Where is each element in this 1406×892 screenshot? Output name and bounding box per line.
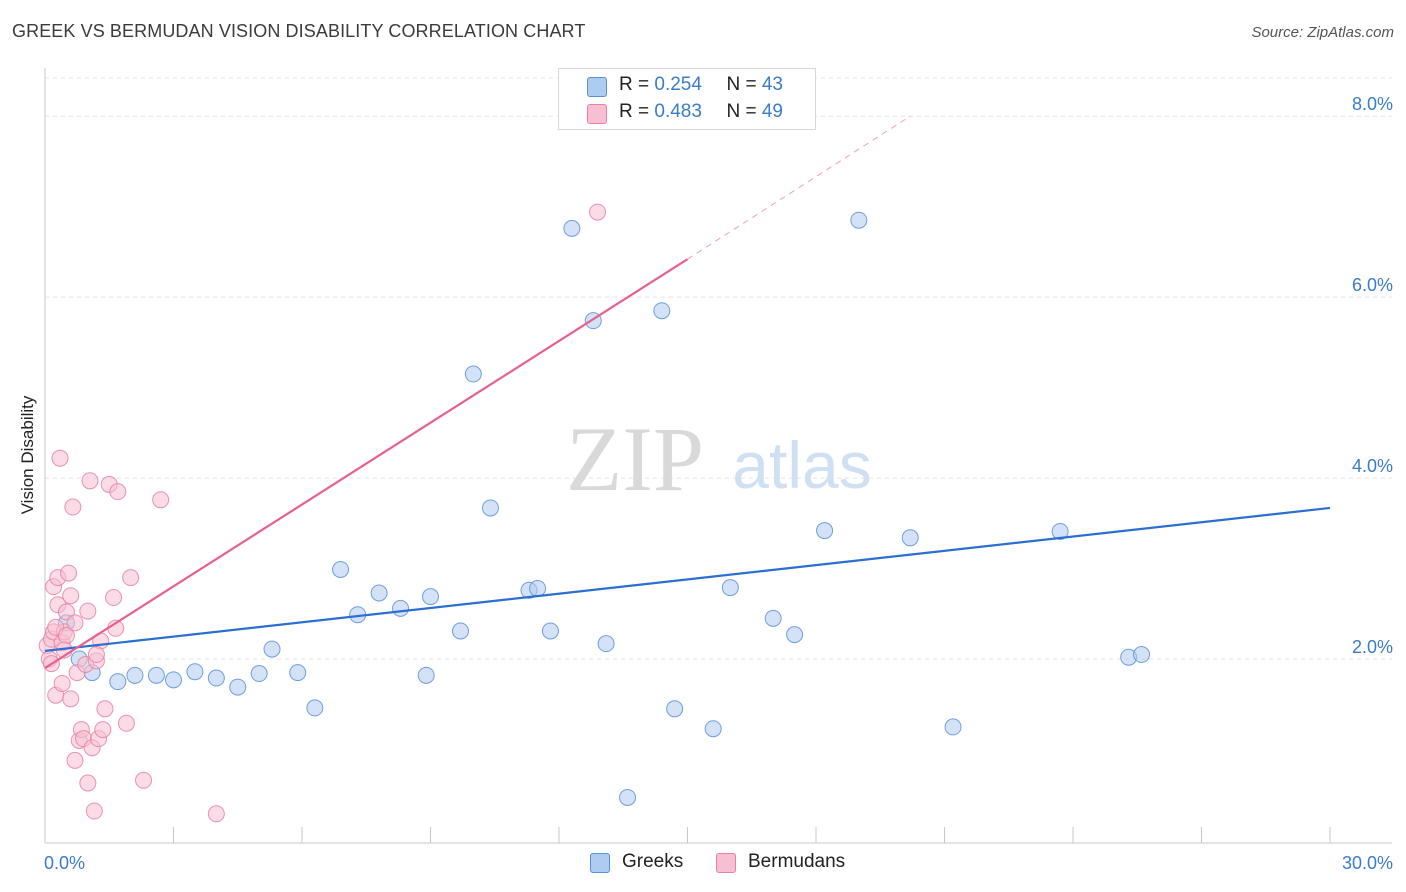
legend-text-greeks: R = 0.254 N = 43 <box>619 74 783 96</box>
greek-point <box>109 673 127 691</box>
greek-point <box>816 522 834 540</box>
bermudan-point <box>51 449 69 467</box>
watermark-zip: ZIP <box>566 408 704 510</box>
bermudans-trend-line <box>44 258 689 670</box>
legend-swatch-greeks <box>587 77 607 97</box>
greek-point <box>451 622 469 640</box>
bermudans-trend-extension <box>687 115 911 260</box>
chart-title: GREEK VS BERMUDAN VISION DISABILITY CORR… <box>12 21 586 41</box>
y-tick-label: 4.0% <box>1352 456 1393 476</box>
greek-point <box>464 365 482 383</box>
y-tick-label: 8.0% <box>1352 94 1393 114</box>
bermudan-point <box>96 700 114 718</box>
legend-n-label-greeks: N = <box>726 74 762 95</box>
bermudan-point <box>64 498 82 516</box>
x-tick-label-max: 30.0% <box>1342 853 1393 873</box>
bermudan-point <box>207 805 225 823</box>
bermudan-point <box>60 564 78 582</box>
greek-point <box>332 560 350 578</box>
bermudan-point <box>62 690 80 708</box>
grid-layer <box>45 77 1392 660</box>
greek-point <box>541 622 559 640</box>
bermudan-point <box>79 774 97 792</box>
greek-point <box>721 579 739 597</box>
legend-n-value-bermudans: 49 <box>761 101 783 122</box>
x-tick-label-min: 0.0% <box>44 853 85 873</box>
greek-point <box>850 211 868 229</box>
greek-point <box>1051 522 1069 540</box>
bottom-legend-swatch-bermudans <box>716 853 736 873</box>
greek-point <box>370 584 388 602</box>
bottom-legend-label-bermudans: Bermudans <box>748 851 846 872</box>
greek-point <box>619 788 637 806</box>
legend-r-value-greeks: 0.254 <box>654 74 702 95</box>
bermudan-point <box>66 751 84 769</box>
bermudan-point <box>135 771 153 789</box>
greek-point <box>392 599 410 617</box>
greek-point <box>944 718 962 736</box>
legend-r-label-greeks: R = <box>619 74 655 95</box>
greek-point <box>186 663 204 681</box>
bermudan-point <box>122 569 140 587</box>
greek-point <box>263 640 281 658</box>
bermudan-point <box>62 587 80 605</box>
points-layer <box>38 203 1151 823</box>
bermudan-point <box>589 203 607 221</box>
greek-point <box>126 666 144 684</box>
greek-point <box>250 665 268 683</box>
greek-point <box>529 579 547 597</box>
bermudan-point <box>94 721 112 739</box>
y-tick-label: 6.0% <box>1352 275 1393 295</box>
greek-point <box>666 700 684 718</box>
greek-point <box>1133 646 1151 664</box>
legend-r-value-bermudans: 0.483 <box>654 101 702 122</box>
greek-point <box>422 588 439 606</box>
greek-point <box>229 678 247 696</box>
greek-point <box>306 699 324 717</box>
greek-point <box>417 666 435 684</box>
bermudan-point <box>66 614 84 632</box>
greek-point <box>704 720 722 738</box>
bermudan-point <box>87 646 105 664</box>
greek-point <box>764 609 782 627</box>
bermudan-point <box>105 589 123 607</box>
legend-text-bermudans: R = 0.483 N = 49 <box>619 101 783 123</box>
source-label: Source: ZipAtlas.com <box>1251 24 1394 41</box>
greek-point <box>786 626 804 644</box>
greek-point <box>901 529 919 547</box>
bermudan-point <box>152 491 170 509</box>
watermark: ZIP atlas <box>566 408 872 510</box>
bermudan-point <box>109 483 127 501</box>
greek-point <box>653 302 671 320</box>
legend-n-value-greeks: 43 <box>761 74 783 95</box>
watermark-atlas: atlas <box>732 428 871 502</box>
legend-n-label-bermudans: N = <box>726 101 762 122</box>
greek-point <box>289 664 307 682</box>
greeks-trend-line <box>44 506 1331 652</box>
legend: R = 0.254 N = 43 R = 0.483 N = 49 <box>558 68 816 130</box>
bottom-legend-swatch-greeks <box>590 853 610 873</box>
greek-point <box>563 219 581 237</box>
greek-point <box>597 635 615 653</box>
trend-layer <box>44 115 1331 670</box>
bermudan-point <box>85 802 103 820</box>
y-tick-label: 2.0% <box>1352 637 1393 657</box>
bermudan-point <box>117 714 135 732</box>
axis-layer: 2.0% 4.0% 6.0% 8.0% 0.0% 30.0% <box>44 68 1393 873</box>
legend-r-label-bermudans: R = <box>619 101 655 122</box>
greek-point <box>207 669 225 687</box>
y-axis-label: Vision Disability <box>18 395 37 515</box>
legend-swatch-bermudans <box>587 104 607 124</box>
greek-point <box>165 671 182 689</box>
bottom-legend-label-greeks: Greeks <box>622 851 684 872</box>
greek-point <box>147 666 165 684</box>
bermudan-point <box>79 602 97 620</box>
bermudan-point <box>53 674 71 692</box>
bermudan-point <box>81 472 99 490</box>
greek-point <box>481 499 499 517</box>
